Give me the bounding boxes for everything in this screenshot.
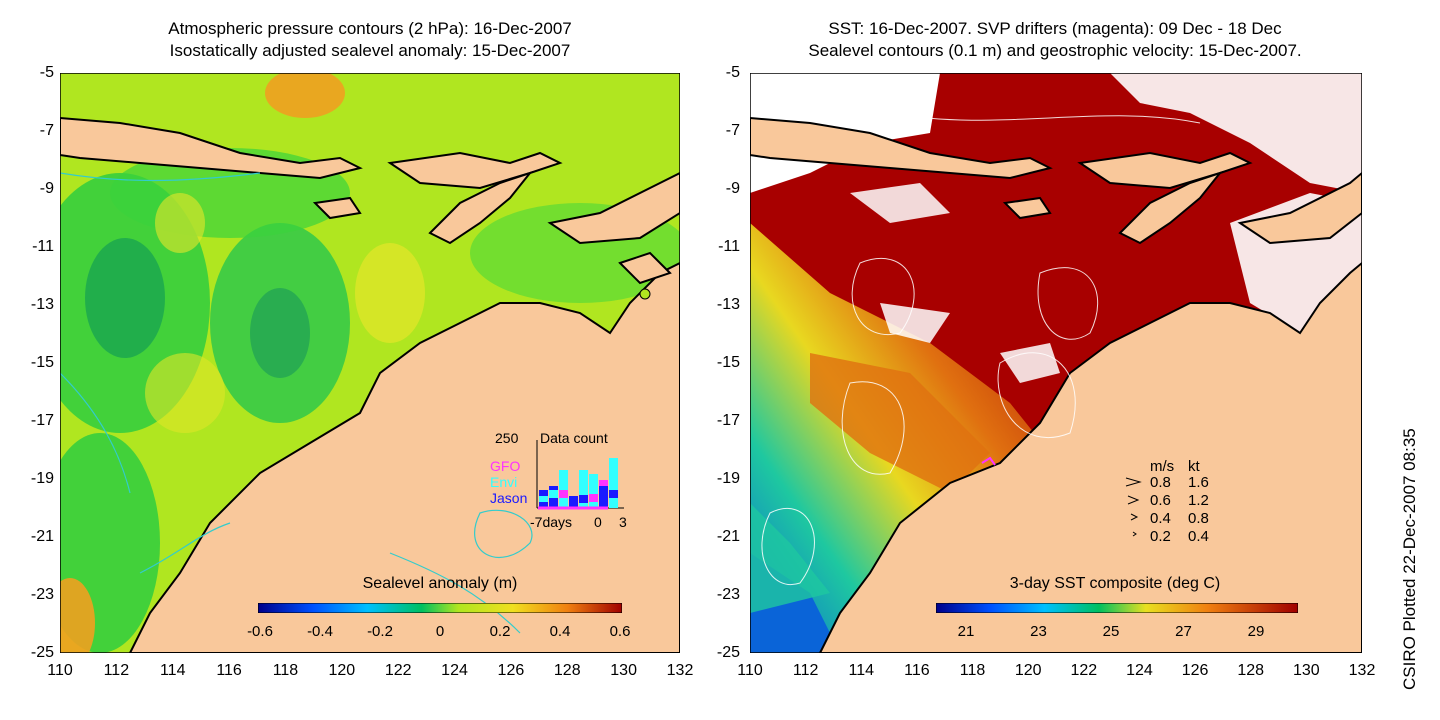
colorbar-tick-label: 0.4: [549, 623, 571, 640]
x-tick-label: 122: [1070, 662, 1098, 679]
y-tick-label: -17: [716, 412, 740, 429]
colorbar-tick-label: -0.6: [247, 623, 273, 640]
colorbar-tick-label: 29: [1247, 623, 1265, 640]
colorbar-tick-label: 23: [1030, 623, 1047, 640]
right-panel-title-line1: SST: 16-Dec-2007. SVP drifters (magenta)…: [828, 19, 1282, 38]
velocity-legend-header-kt: kt: [1188, 458, 1200, 475]
histogram-xlabel-zero: 0: [594, 514, 602, 530]
histogram-xlabel-start: -7days: [530, 514, 573, 530]
legend-jason: Jason: [490, 490, 528, 506]
x-tick-label: 118: [959, 662, 986, 679]
velocity-legend-header-ms: m/s: [1150, 458, 1175, 475]
y-tick-label: -19: [30, 470, 54, 487]
y-tick-label: -7: [725, 122, 740, 139]
legend-envi: Envi: [490, 474, 518, 490]
histogram-xlabel-end: 3: [619, 514, 627, 530]
right-colorbar-title: 3-day SST composite (deg C): [1009, 575, 1221, 592]
right-map-panel: [750, 73, 1362, 653]
credit-text: CSIRO Plotted 22-Dec-2007 08:35: [1400, 428, 1419, 690]
x-tick-label: 112: [792, 662, 819, 679]
velocity-row-1-kt: 1.2: [1188, 492, 1209, 509]
x-tick-label: 120: [1014, 662, 1042, 679]
velocity-row-2-kt: 0.8: [1188, 510, 1209, 527]
y-tick-label: -21: [716, 528, 740, 545]
y-tick-label: -15: [30, 354, 54, 371]
y-tick-label: -13: [716, 296, 740, 313]
velocity-legend-arrows: [1125, 477, 1142, 537]
velocity-row-3-kt: 0.4: [1188, 528, 1209, 545]
right-panel-title-line2: Sealevel contours (0.1 m) and geostrophi…: [808, 41, 1302, 60]
velocity-row-1-ms: 0.6: [1150, 492, 1171, 509]
legend-gfo: GFO: [490, 458, 521, 474]
colorbar-tick-label: 25: [1102, 623, 1120, 640]
x-tick-label: 116: [216, 662, 242, 679]
y-tick-label: -15: [716, 354, 740, 371]
y-tick-label: -19: [716, 470, 740, 487]
y-tick-label: -9: [39, 180, 54, 197]
y-tick-label: -25: [716, 644, 740, 661]
y-tick-label: -23: [716, 586, 740, 603]
velocity-row-0-kt: 1.6: [1188, 474, 1209, 491]
colorbar-tick-label: 0.6: [609, 623, 631, 640]
x-tick-label: 126: [1181, 662, 1209, 679]
colorbar-tick-label: -0.2: [367, 623, 393, 640]
y-tick-label: -11: [32, 238, 54, 255]
y-tick-label: -5: [725, 64, 740, 81]
left-colorbar: [258, 603, 622, 613]
x-tick-label: 130: [610, 662, 637, 679]
x-tick-label: 130: [1293, 662, 1320, 679]
x-tick-label: 132: [666, 662, 694, 679]
left-colorbar-title: Sealevel anomaly (m): [362, 575, 518, 592]
x-tick-label: 128: [553, 662, 581, 679]
colorbar-tick-label: -0.4: [307, 623, 333, 640]
x-tick-label: 112: [103, 662, 130, 679]
x-tick-label: 114: [159, 662, 186, 679]
y-tick-label: -25: [30, 644, 54, 661]
left-map-panel: [60, 73, 680, 653]
x-tick-label: 118: [272, 662, 299, 679]
x-tick-label: 132: [1348, 662, 1376, 679]
right-colorbar: [936, 603, 1298, 613]
x-tick-label: 110: [737, 662, 763, 679]
velocity-row-0-ms: 0.8: [1150, 474, 1171, 491]
y-tick-label: -11: [718, 238, 740, 255]
left-panel-title-line1: Atmospheric pressure contours (2 hPa): 1…: [168, 19, 572, 38]
x-tick-label: 114: [848, 662, 875, 679]
x-tick-label: 128: [1237, 662, 1265, 679]
y-tick-label: -23: [30, 586, 54, 603]
x-tick-label: 126: [497, 662, 525, 679]
velocity-row-2-ms: 0.4: [1150, 510, 1171, 527]
y-tick-label: -5: [39, 64, 54, 81]
x-tick-label: 122: [384, 662, 412, 679]
x-tick-label: 110: [47, 662, 73, 679]
left-panel-title-line2: Isostatically adjusted sealevel anomaly:…: [169, 41, 571, 60]
x-tick-label: 116: [904, 662, 930, 679]
y-tick-label: -9: [725, 180, 740, 197]
colorbar-tick-label: 27: [1175, 623, 1192, 640]
colorbar-tick-label: 21: [957, 623, 975, 640]
colorbar-tick-label: 0.2: [489, 623, 511, 640]
y-tick-label: -13: [30, 296, 54, 313]
x-tick-label: 124: [1126, 662, 1153, 679]
x-tick-label: 124: [441, 662, 468, 679]
y-tick-label: -17: [30, 412, 54, 429]
y-tick-label: -7: [39, 122, 54, 139]
x-tick-label: 120: [328, 662, 356, 679]
colorbar-tick-label: 0: [435, 623, 445, 640]
data-count-ymax: 250: [495, 430, 519, 446]
y-tick-label: -21: [30, 528, 54, 545]
data-count-histogram: [536, 440, 624, 510]
velocity-row-3-ms: 0.2: [1150, 528, 1171, 545]
data-count-title: Data count: [540, 430, 608, 446]
